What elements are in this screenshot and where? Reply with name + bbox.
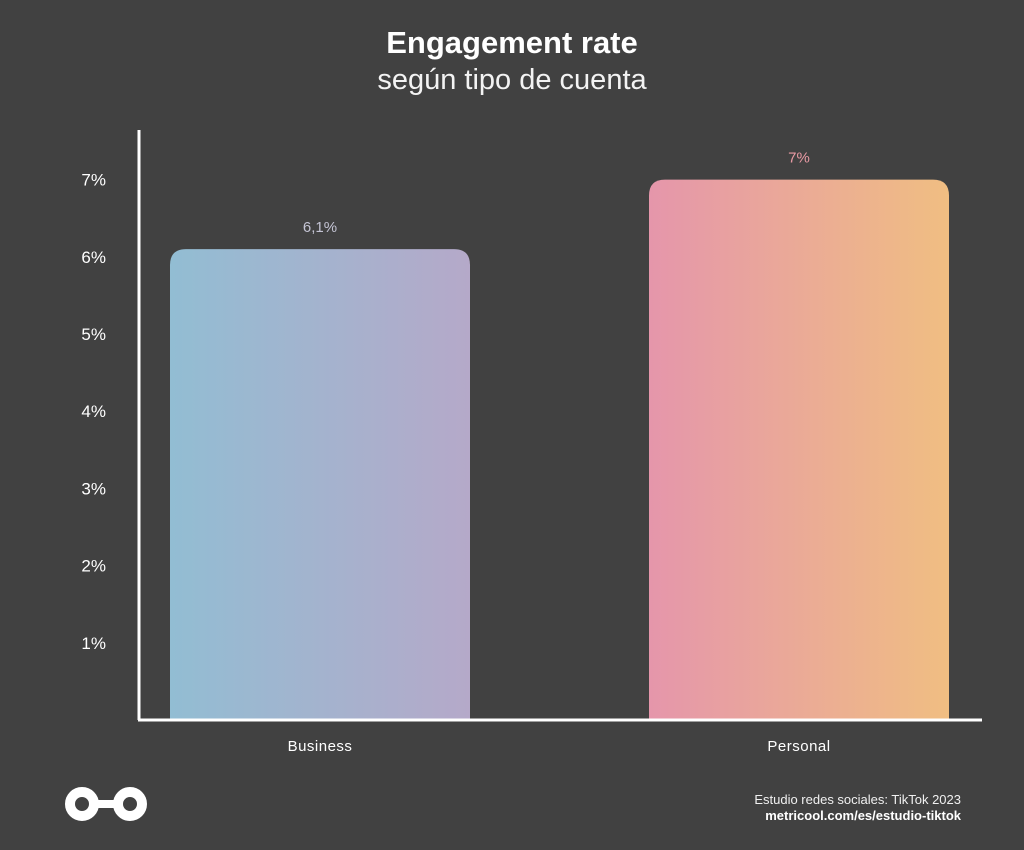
bar-business [170,249,470,720]
y-tick-label: 1% [81,634,106,653]
category-label-business: Business [288,738,353,755]
y-tick-label: 2% [81,557,106,576]
y-tick-label: 6% [81,248,106,267]
y-tick-label: 3% [81,479,106,498]
chart-subtitle: según tipo de cuenta [377,64,647,96]
data-label-personal: 7% [788,150,810,167]
y-tick-label: 5% [81,325,106,344]
footer-url[interactable]: metricool.com/es/estudio-tiktok [765,808,961,823]
bar-personal [649,179,949,721]
footer-source: Estudio redes sociales: TikTok 2023 [754,792,961,807]
data-label-business: 6,1% [303,219,337,236]
y-tick-label: 7% [81,171,106,190]
chart-title: Engagement rate [386,25,638,60]
footer: Estudio redes sociales: TikTok 2023 metr… [754,792,961,824]
y-tick-label: 4% [81,402,106,421]
chart-title-block: Engagement rate según tipo de cuenta [0,24,1024,98]
metricool-infinity-logo-icon [65,787,147,821]
category-label-personal: Personal [767,738,830,755]
